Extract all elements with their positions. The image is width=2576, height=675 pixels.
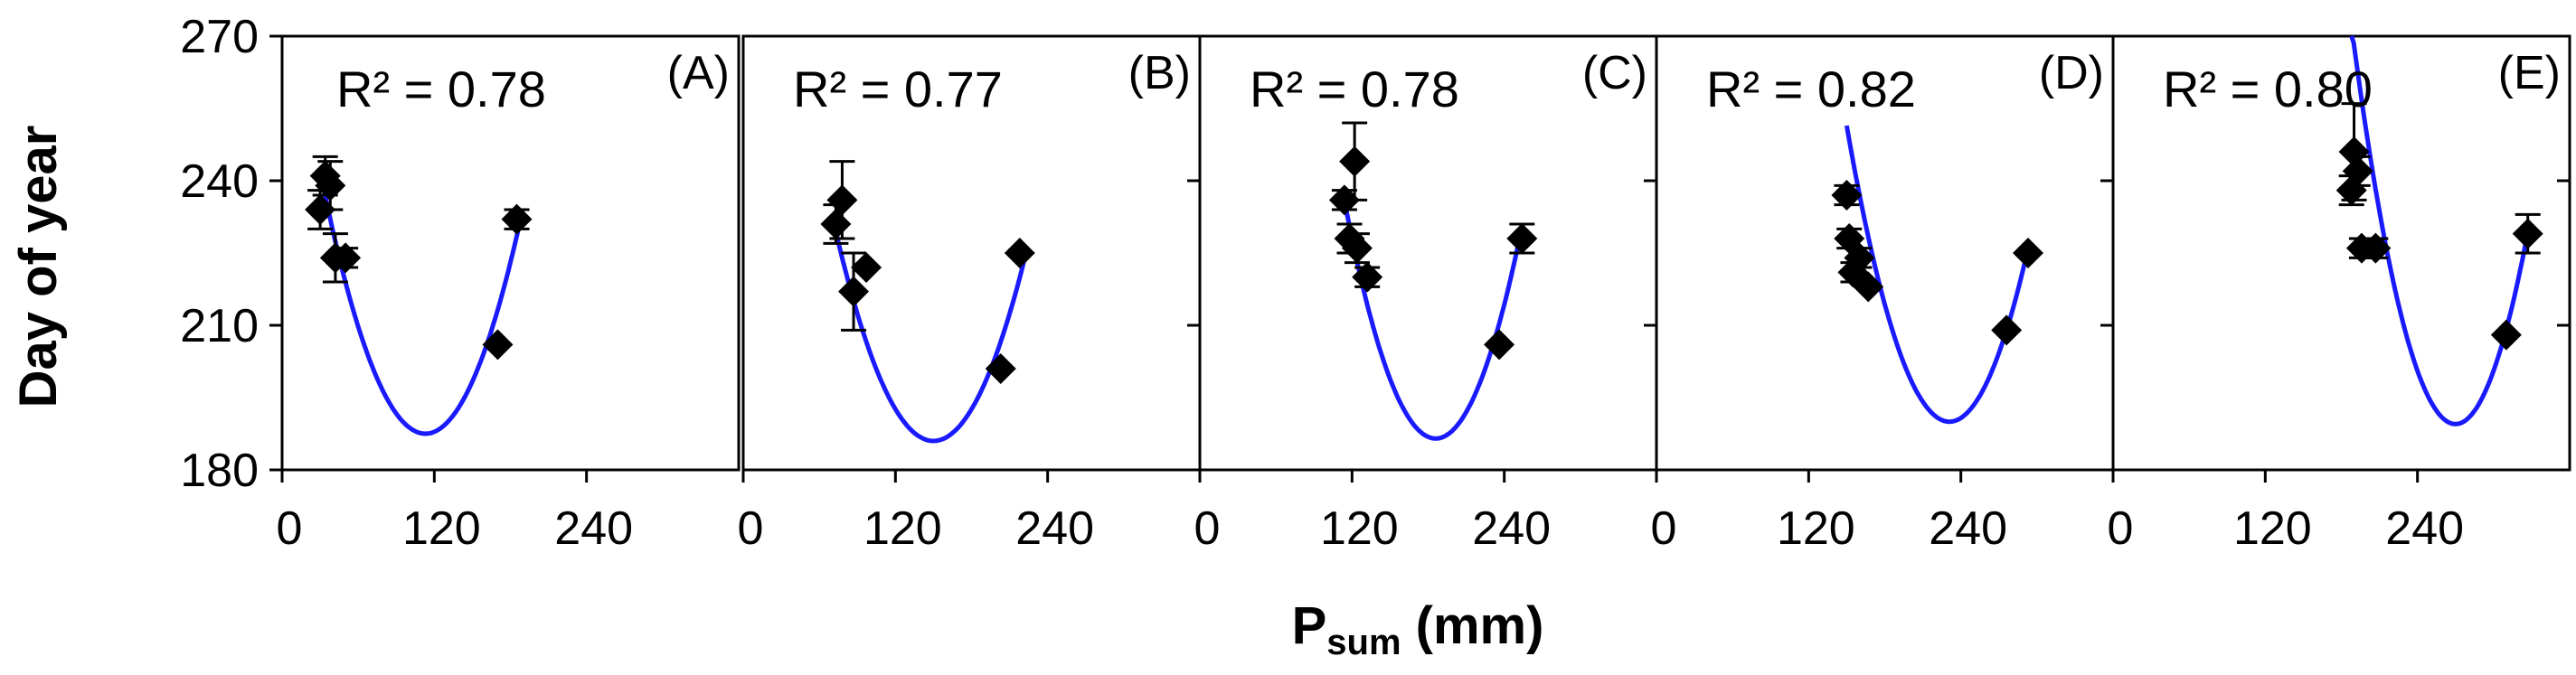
x-tick-label: 0 (738, 502, 764, 555)
y-axis-label: Day of year (9, 126, 68, 408)
data-point (820, 209, 852, 239)
data-point (2013, 238, 2044, 268)
fit-curve (317, 170, 524, 436)
fit-curve (1342, 200, 1522, 441)
r2-label: R² = 0.80 (2163, 61, 2373, 117)
data-point (482, 329, 514, 361)
data-point (315, 170, 346, 202)
r2-label: R² = 0.77 (793, 61, 1003, 117)
r2-label: R² = 0.82 (1706, 61, 1916, 117)
x-tick-label: 0 (2108, 502, 2134, 555)
y-tick-label: 210 (180, 300, 259, 352)
data-point (501, 203, 533, 235)
panel-frame (280, 34, 741, 472)
panels: 180 210 240 270 0 120 240 R² = 0.78 (A) 0 120 240 R²… (180, 11, 2571, 555)
x-tick-label: 120 (1777, 502, 1855, 555)
x-tick-label: 0 (277, 502, 303, 555)
x-tick-label: 240 (1015, 502, 1094, 555)
panel-4: 0 120 240 R² = 0.82 (D) (1651, 34, 2115, 555)
x-tick-label: 0 (1194, 502, 1221, 555)
data-point (1853, 271, 1884, 303)
data-point (2512, 218, 2543, 249)
data-point (2360, 232, 2392, 264)
x-axis-label-unit: (mm) (1401, 596, 1544, 655)
panel-1: 180 210 240 270 0 120 240 R² = 0.78 (A) (180, 11, 741, 555)
x-tick-label: 120 (2233, 502, 2312, 555)
data-point (851, 252, 882, 283)
panel-5: 0 120 240 R² = 0.80 (E) (2108, 34, 2571, 555)
data-point (1831, 180, 1863, 211)
panel-label: (B) (1128, 47, 1191, 99)
data-point (2338, 136, 2370, 167)
x-tick-label: 240 (554, 502, 633, 555)
data-point (826, 184, 858, 216)
panel-2: 0 120 240 R² = 0.77 (B) (738, 34, 1202, 555)
data-point (1341, 232, 1373, 264)
panel-label: (C) (1582, 47, 1647, 99)
data-point (1352, 261, 1383, 293)
r2-label: R² = 0.78 (336, 61, 546, 117)
data-point (1484, 329, 1515, 361)
x-tick-label: 120 (402, 502, 481, 555)
x-axis-label-sub: sum (1326, 623, 1401, 662)
x-tick-label: 240 (1472, 502, 1551, 555)
panel-3: 0 120 240 R² = 0.78 (C) (1194, 34, 1658, 555)
x-tick-label: 240 (2385, 502, 2464, 555)
x-tick-label: 240 (1929, 502, 2007, 555)
x-tick-label: 0 (1651, 502, 1677, 555)
y-tick-label: 240 (180, 155, 259, 208)
data-point (2342, 155, 2373, 187)
x-axis-label: Psum (mm) (1292, 596, 1544, 662)
panel-label: (E) (2498, 47, 2561, 99)
data-point (1991, 314, 2023, 346)
panel-label: (D) (2039, 47, 2104, 99)
data-point (330, 242, 362, 274)
data-point (838, 276, 870, 307)
data-point (985, 353, 1016, 384)
data-point (1844, 242, 1875, 274)
data-point (2490, 319, 2522, 351)
x-tick-label: 120 (1320, 502, 1399, 555)
fit-curve (2349, 35, 2529, 427)
panel-label: (A) (667, 47, 730, 99)
x-tick-label: 120 (863, 502, 942, 555)
x-axis-label-main: P (1292, 596, 1327, 655)
data-point (1506, 223, 1538, 254)
data-point (1004, 238, 1035, 268)
r2-label: R² = 0.78 (1250, 61, 1459, 117)
data-point (1339, 145, 1371, 177)
y-tick-label: 180 (180, 445, 259, 497)
y-tick-label: 270 (180, 11, 259, 63)
fit-curve (1844, 125, 2031, 425)
panel-frame (2111, 34, 2571, 472)
